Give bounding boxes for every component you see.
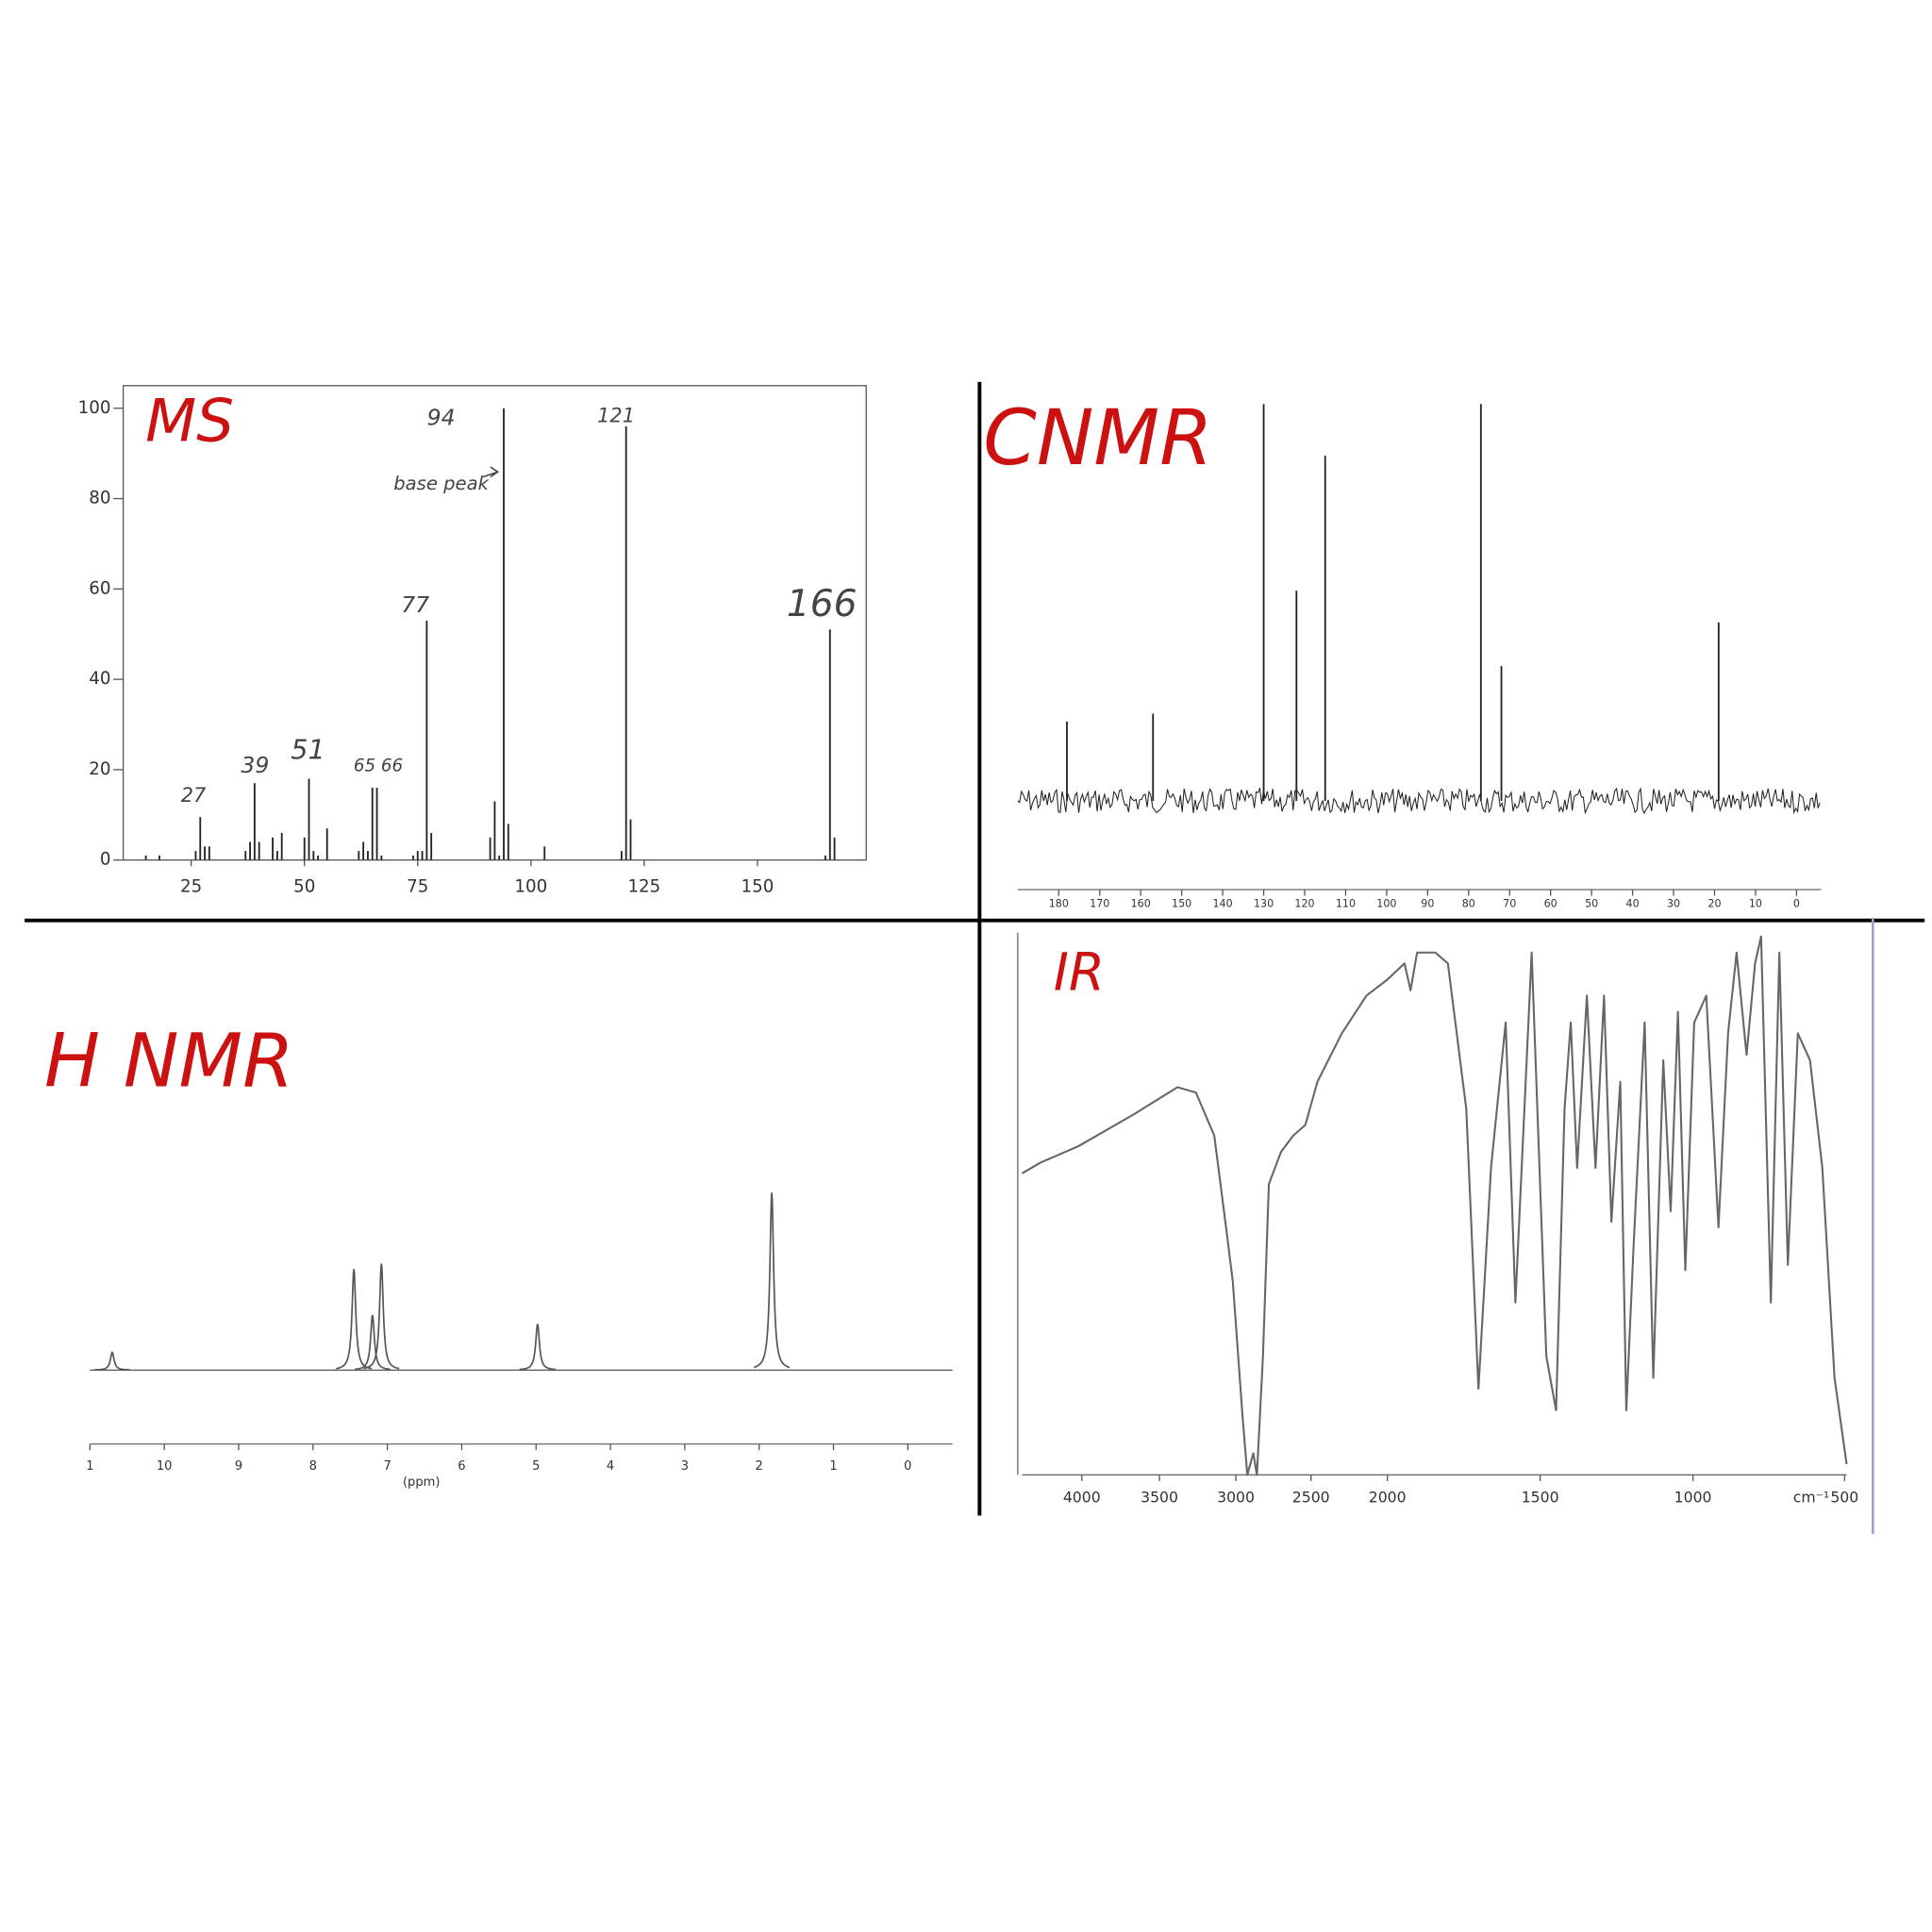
- x-tick-label: 20: [1707, 898, 1721, 910]
- x-tick-label: 3500: [1141, 1489, 1178, 1507]
- peak: [336, 1269, 373, 1370]
- x-tick-label: 3000: [1217, 1489, 1255, 1507]
- peak: [94, 1351, 130, 1371]
- panel-title: CNMR: [983, 394, 1212, 483]
- x-tick-label: 10: [157, 1459, 173, 1474]
- x-tick-label: 170: [1090, 898, 1109, 910]
- x-tick-label: 0: [904, 1459, 911, 1474]
- x-tick-label: 40: [1626, 898, 1640, 910]
- x-tick-label: 80: [1462, 898, 1475, 910]
- y-tick-label: 60: [89, 578, 110, 598]
- x-tick-label: 150: [741, 876, 774, 896]
- x-tick-label: 50: [293, 876, 315, 896]
- panel-title: IR: [1054, 942, 1105, 1003]
- x-tick-label: 30: [1667, 898, 1680, 910]
- annotation: 39: [241, 752, 269, 778]
- x-tick-label: 100: [514, 876, 547, 896]
- x-tick-label: 140: [1213, 898, 1233, 910]
- annotation: 121: [597, 404, 635, 426]
- x-axis-label: cm⁻¹: [1793, 1489, 1829, 1507]
- y-tick-label: 80: [89, 489, 110, 508]
- x-tick-label: 500: [1830, 1489, 1858, 1507]
- peak: [753, 1192, 791, 1369]
- x-tick-label: 75: [407, 876, 428, 896]
- x-tick-label: 7: [383, 1459, 391, 1474]
- x-tick-label: 130: [1254, 898, 1274, 910]
- x-tick-label: 10: [1749, 898, 1762, 910]
- x-tick-label: 2000: [1369, 1489, 1407, 1507]
- y-tick-label: 20: [89, 759, 110, 779]
- annotation: 166: [787, 583, 858, 625]
- x-tick-label: 90: [1421, 898, 1434, 910]
- x-tick-label: 9: [235, 1459, 242, 1474]
- x-tick-label: 2500: [1292, 1489, 1330, 1507]
- ir-trace: [1021, 935, 1848, 1476]
- x-tick-label: 1: [86, 1459, 93, 1474]
- x-tick-label: 6: [458, 1459, 465, 1474]
- annotation: 27: [181, 784, 207, 807]
- x-tick-label: 4000: [1063, 1489, 1101, 1507]
- x-tick-label: 1: [829, 1459, 837, 1474]
- x-tick-label: 0: [1793, 898, 1800, 910]
- y-tick-label: 0: [100, 850, 111, 870]
- x-tick-label: 125: [627, 876, 660, 896]
- annotation-arrow: [482, 466, 500, 478]
- x-tick-label: 1000: [1674, 1489, 1712, 1507]
- x-tick-label: 8: [309, 1459, 317, 1474]
- noise: [1017, 787, 1821, 815]
- y-tick-label: 100: [78, 398, 111, 418]
- x-tick-label: 100: [1376, 898, 1396, 910]
- peak: [519, 1324, 556, 1371]
- x-tick-label: 70: [1503, 898, 1516, 910]
- x-tick-label: 4: [607, 1459, 614, 1474]
- annotation: 77: [401, 591, 429, 618]
- panel-title: H NMR: [44, 1018, 294, 1104]
- peak: [363, 1263, 400, 1370]
- x-tick-label: 150: [1172, 898, 1191, 910]
- x-tick-label: 1500: [1522, 1489, 1559, 1507]
- x-tick-label: 25: [180, 876, 202, 896]
- x-axis-label: (ppm): [403, 1475, 440, 1490]
- x-tick-label: 3: [681, 1459, 689, 1474]
- annotation: base peak: [393, 473, 489, 494]
- x-tick-label: 180: [1049, 898, 1069, 910]
- annotation: 65 66: [354, 756, 403, 775]
- annotation: 51: [291, 734, 325, 766]
- x-tick-label: 2: [756, 1459, 763, 1474]
- y-tick-label: 40: [89, 669, 110, 689]
- x-tick-label: 120: [1294, 898, 1314, 910]
- panel-title: MS: [145, 387, 234, 456]
- x-tick-label: 5: [532, 1459, 540, 1474]
- annotation: 94: [427, 405, 456, 431]
- x-tick-label: 50: [1585, 898, 1598, 910]
- x-tick-label: 110: [1336, 898, 1356, 910]
- x-tick-label: 160: [1131, 898, 1151, 910]
- x-tick-label: 60: [1544, 898, 1557, 910]
- peak: [354, 1314, 391, 1371]
